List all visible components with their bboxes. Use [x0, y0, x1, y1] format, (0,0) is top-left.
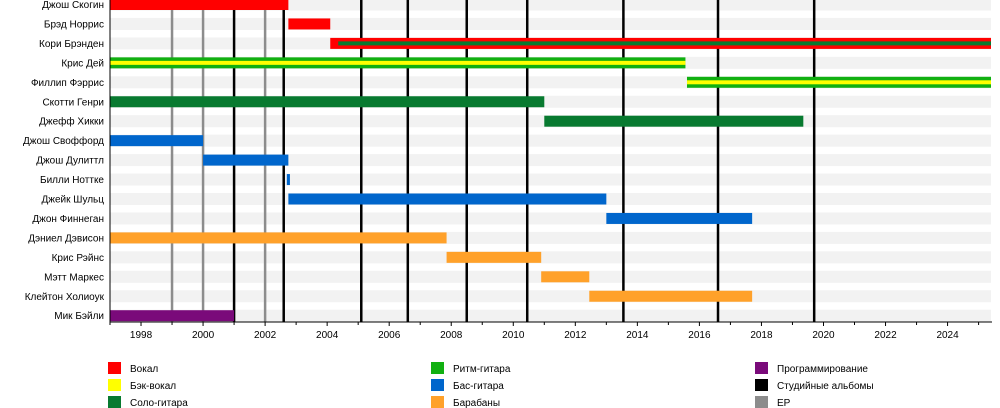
x-tick-label: 2006	[378, 330, 401, 341]
member-label: Билли Ноттке	[40, 175, 104, 186]
member-bar-drums	[541, 271, 590, 283]
member-label: Джон Финнеган	[32, 214, 104, 225]
member-bar-bass	[203, 154, 289, 166]
legend-swatch	[431, 396, 444, 408]
legend-label: Барабаны	[453, 397, 500, 408]
row-band	[110, 309, 991, 322]
row-band	[110, 17, 991, 30]
member-label: Крис Дей	[61, 58, 104, 69]
legend-item-ep: EP	[755, 396, 791, 408]
x-tick-label: 2024	[936, 330, 959, 341]
member-bar-drums	[110, 232, 447, 244]
legend-item-bass: Бас-гитара	[431, 379, 504, 392]
member-label: Джош Дулиттл	[36, 156, 104, 167]
member-bar-vocal	[110, 0, 289, 10]
member-bar-bass	[606, 212, 753, 224]
member-label: Джейк Шульц	[42, 195, 105, 206]
row-band	[110, 173, 991, 186]
member-bar-drums	[446, 251, 542, 263]
member-bar-backing	[686, 80, 991, 85]
member-bar-lead	[544, 115, 804, 127]
legend-item-backing: Бэк-вокал	[108, 379, 176, 392]
member-label: Брэд Норрис	[44, 19, 104, 30]
legend-swatch	[755, 396, 768, 408]
legend-item-albums: Студийные альбомы	[755, 379, 874, 392]
legend-item-lead: Соло-гитара	[108, 396, 188, 408]
member-bar-bass	[286, 174, 290, 186]
member-bar-lead	[338, 41, 991, 46]
member-label: Джефф Хикки	[39, 116, 104, 128]
row-band	[110, 251, 991, 264]
legend-swatch	[755, 379, 768, 391]
x-tick-label: 2020	[812, 330, 835, 341]
row-band	[110, 212, 991, 225]
row-band	[110, 290, 991, 303]
x-tick-label: 2014	[626, 330, 649, 341]
member-bar-vocal	[288, 18, 331, 30]
legend-label: Бас-гитара	[453, 381, 504, 392]
legend-swatch	[108, 362, 121, 374]
x-tick-label: 1998	[130, 330, 153, 341]
row-band	[110, 154, 991, 167]
member-bar-lead	[110, 96, 545, 108]
legend-swatch	[755, 362, 768, 374]
member-label: Клейтон Холиоук	[25, 292, 105, 303]
x-tick-label: 2008	[440, 330, 463, 341]
x-tick-label: 2004	[316, 330, 339, 341]
member-bar-bass	[288, 193, 607, 205]
x-tick-label: 2016	[688, 330, 711, 341]
legend-label: Ритм-гитара	[453, 364, 511, 375]
legend-label: Студийные альбомы	[777, 380, 874, 392]
legend-swatch	[431, 379, 444, 391]
x-tick-label: 2000	[192, 330, 215, 341]
x-tick-label: 2002	[254, 330, 277, 341]
member-label: Мэтт Маркес	[44, 272, 104, 283]
member-label: Джош Скогин	[42, 0, 104, 11]
row-band	[110, 134, 991, 147]
legend-item-drums: Барабаны	[431, 396, 500, 408]
legend-label: Соло-гитара	[130, 398, 188, 408]
x-tick-label: 2022	[874, 330, 897, 341]
legend-item-programming: Программирование	[755, 362, 868, 375]
legend-item-vocal: Вокал	[108, 362, 158, 375]
x-tick-label: 2010	[502, 330, 525, 341]
member-label: Мик Бэйли	[54, 311, 104, 322]
member-bar-drums	[589, 290, 753, 302]
legend-label: Программирование	[777, 364, 868, 375]
member-label: Филлип Фэррис	[31, 78, 104, 89]
x-tick-label: 2012	[564, 330, 587, 341]
legend-swatch	[108, 396, 121, 408]
legend-label: Бэк-вокал	[130, 381, 176, 392]
row-band	[110, 0, 991, 11]
legend-swatch	[431, 362, 444, 374]
member-label: Кори Брэнден	[39, 39, 104, 50]
member-label: Дэниел Дэвисон	[28, 233, 104, 244]
x-tick-label: 2018	[750, 330, 773, 341]
member-label: Джош Своффорд	[23, 135, 104, 147]
legend-label: Вокал	[130, 364, 158, 375]
legend-label: EP	[777, 398, 791, 408]
legend-swatch	[108, 379, 121, 391]
member-label: Скотти Генри	[42, 97, 104, 108]
legend-item-rhythm: Ритм-гитара	[431, 362, 511, 375]
member-bar-programming	[110, 310, 235, 322]
member-bar-bass	[110, 135, 204, 147]
member-label: Крис Рэйнс	[52, 253, 104, 264]
member-bar-backing	[110, 60, 686, 65]
